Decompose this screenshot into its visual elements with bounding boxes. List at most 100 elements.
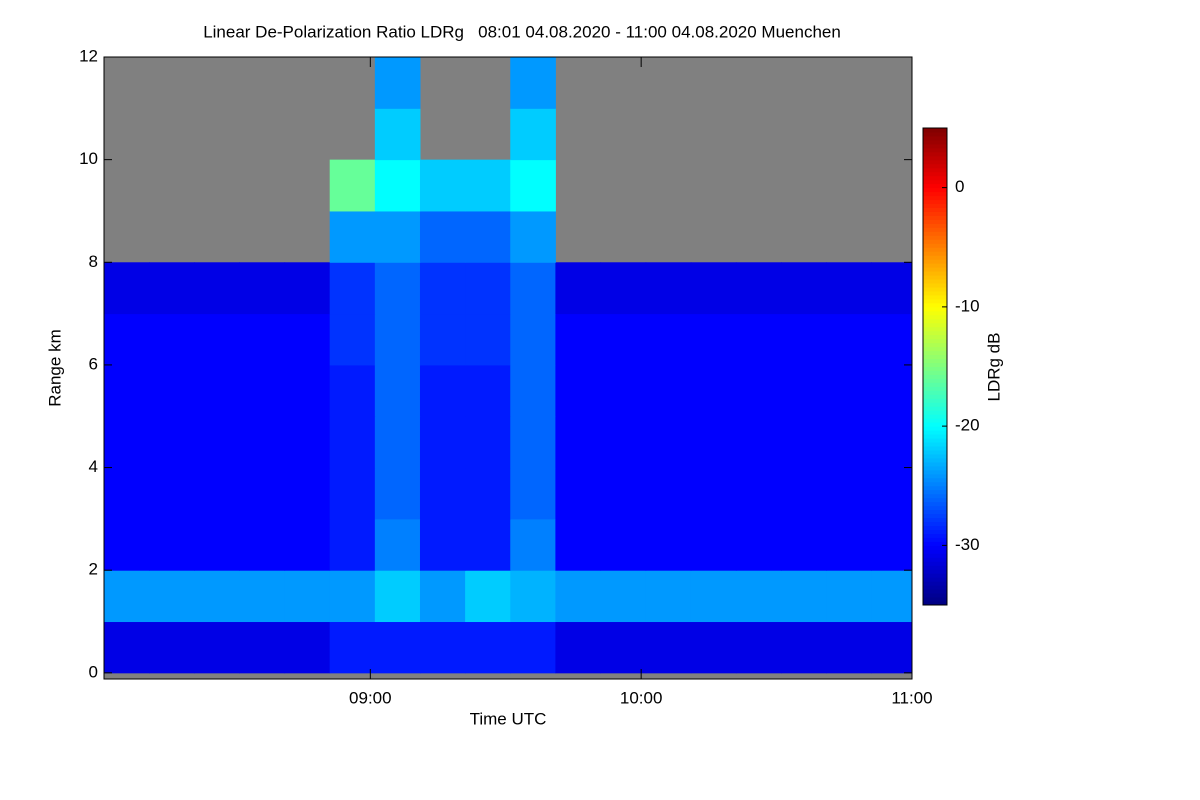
colorbar-step xyxy=(923,382,947,387)
heatmap-cell xyxy=(284,416,331,469)
colorbar-step xyxy=(923,342,947,348)
colorbar-step xyxy=(923,533,947,538)
heatmap-cell xyxy=(374,467,421,520)
heatmap-cell xyxy=(735,518,782,571)
colorbar-step xyxy=(923,553,947,558)
heatmap-cell xyxy=(871,518,912,571)
heatmap-cell xyxy=(600,262,647,315)
colorbar-step xyxy=(923,128,947,133)
colorbar-step xyxy=(923,171,947,177)
heatmap-cell xyxy=(329,210,376,263)
heatmap-cell xyxy=(781,262,827,315)
heatmap-cell xyxy=(735,364,782,417)
heatmap-cell xyxy=(194,416,240,469)
heatmap-cell xyxy=(374,262,421,315)
colorbar-step xyxy=(923,159,947,165)
heatmap-cell xyxy=(645,416,692,469)
heatmap-cell xyxy=(149,621,195,674)
colorbar-step xyxy=(923,497,947,503)
heatmap-cell xyxy=(690,416,737,469)
colorbar-step xyxy=(923,418,947,423)
heatmap-cell xyxy=(555,467,602,520)
heatmap-cell xyxy=(871,313,912,366)
colorbar-step xyxy=(923,207,947,212)
heatmap-cell xyxy=(735,416,782,469)
heatmap-cell xyxy=(735,262,782,315)
colorbar-step xyxy=(923,557,947,562)
heatmap-cell xyxy=(510,518,556,571)
colorbar-step xyxy=(923,505,947,511)
heatmap-cell xyxy=(781,313,827,366)
colorbar-step xyxy=(923,601,947,606)
y-tick-label: 10 xyxy=(79,149,98,168)
heatmap-cell xyxy=(374,518,421,571)
colorbar-step xyxy=(923,529,947,534)
heatmap-cell xyxy=(645,467,692,520)
heatmap-cell xyxy=(645,621,692,674)
heatmap-cell xyxy=(465,467,511,520)
colorbar-step xyxy=(923,485,947,491)
heatmap-cell xyxy=(735,313,782,366)
colorbar-step xyxy=(923,175,947,181)
heatmap-cell xyxy=(510,262,556,315)
colorbar-step xyxy=(923,354,947,360)
heatmap-cell xyxy=(329,262,376,315)
heatmap-cell xyxy=(284,518,331,571)
colorbar-step xyxy=(923,370,947,375)
colorbar-step xyxy=(923,565,947,570)
heatmap-cell xyxy=(871,416,912,469)
colorbar-step xyxy=(923,326,947,332)
colorbar-step xyxy=(923,501,947,507)
heatmap-cell xyxy=(194,570,240,623)
heatmap-cell xyxy=(600,518,647,571)
colorbar-step xyxy=(923,350,947,356)
y-tick-label: 8 xyxy=(89,252,98,271)
plot-frame xyxy=(103,56,913,680)
colorbar-step xyxy=(923,223,947,228)
colorbar-step xyxy=(923,215,947,220)
heatmap-cell xyxy=(284,621,331,674)
heatmap-cell xyxy=(329,416,376,469)
colorbar-step xyxy=(923,378,947,383)
heatmap-cell xyxy=(781,416,827,469)
heatmap-cell xyxy=(510,621,556,674)
heatmap-cell xyxy=(104,262,150,315)
colorbar-step xyxy=(923,537,947,542)
colorbar-step xyxy=(923,477,947,483)
heatmap-cell xyxy=(781,364,827,417)
heatmap-cell xyxy=(419,159,466,212)
heatmap-cell xyxy=(645,313,692,366)
heatmap-cell xyxy=(826,467,872,520)
heatmap-cell xyxy=(690,621,737,674)
colorbar-step xyxy=(923,434,947,439)
colorbar-step xyxy=(923,438,947,443)
colorbar-step xyxy=(923,263,947,268)
heatmap-cell xyxy=(555,621,602,674)
y-tick-label: 2 xyxy=(89,560,98,579)
heatmap-cell xyxy=(239,262,286,315)
heatmap-cell xyxy=(871,262,912,315)
heatmap-cell xyxy=(735,570,782,623)
colorbar-step xyxy=(923,465,947,471)
heatmap-cell xyxy=(510,467,556,520)
heatmap-cell xyxy=(374,159,421,212)
colorbar-step xyxy=(923,446,947,451)
colorbar-step xyxy=(923,219,947,224)
colorbar-step xyxy=(923,298,947,304)
heatmap-cell xyxy=(419,518,466,571)
heatmap-cell xyxy=(419,210,466,263)
heatmap-cell xyxy=(329,313,376,366)
heatmap-cell xyxy=(104,621,150,674)
y-axis-label: Range km xyxy=(45,329,64,406)
colorbar-step xyxy=(923,585,947,590)
colorbar-tick-label: 0 xyxy=(955,177,964,196)
colorbar-step xyxy=(923,167,947,173)
heatmap-cell xyxy=(826,621,872,674)
colorbar-step xyxy=(923,414,947,419)
colorbar-step xyxy=(923,151,947,157)
colorbar-step xyxy=(923,255,947,260)
heatmap-cell xyxy=(871,467,912,520)
heatmap-cell xyxy=(510,570,556,623)
colorbar-step xyxy=(923,163,947,169)
heatmap-cell xyxy=(781,467,827,520)
